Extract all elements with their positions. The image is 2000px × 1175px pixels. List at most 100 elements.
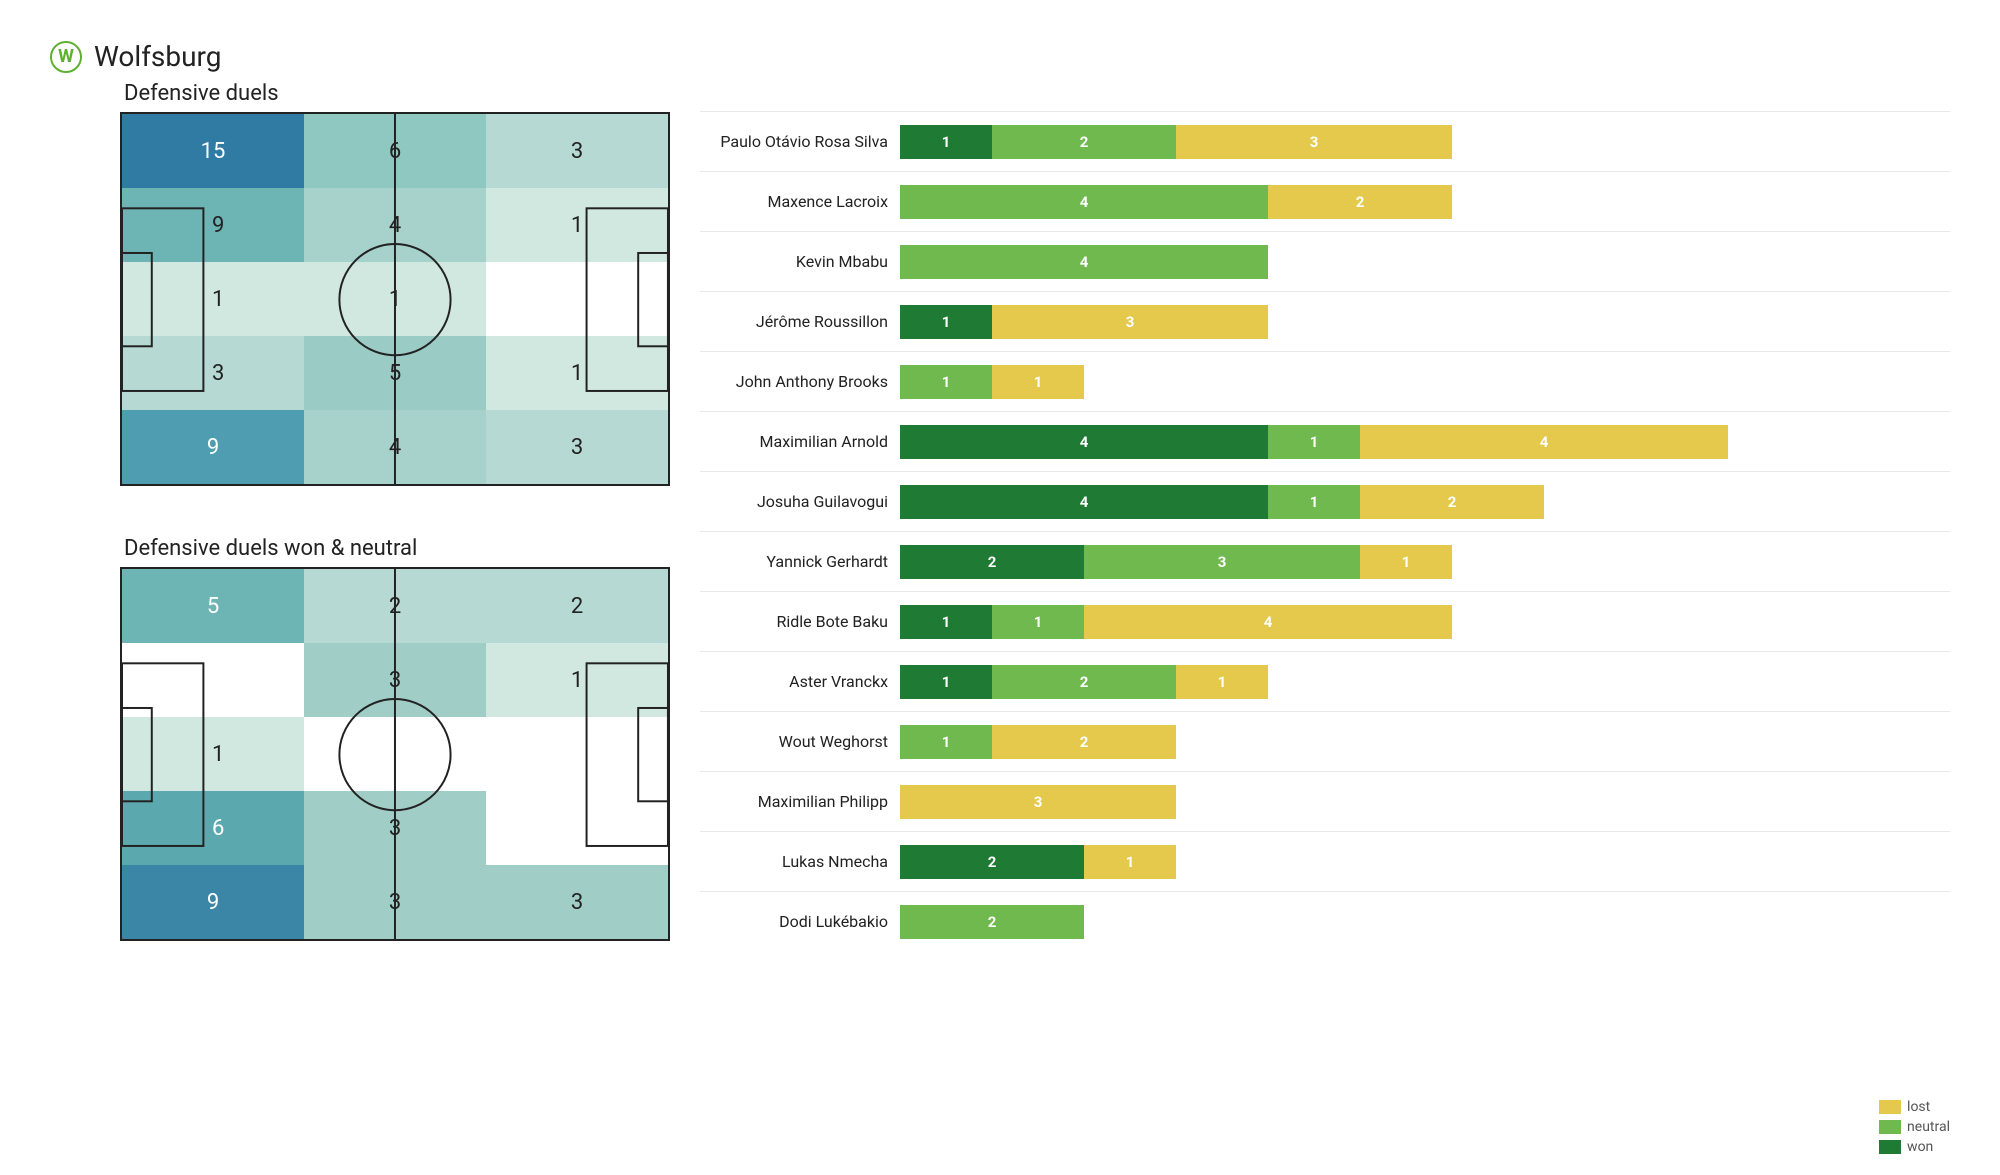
- pitch-duels-won-grid: 52231163933: [122, 569, 668, 939]
- player-bar: 121: [900, 665, 1950, 699]
- bar-segment-lost: 2: [992, 725, 1176, 759]
- player-name: John Anthony Brooks: [700, 372, 900, 391]
- pitch-cell: [122, 643, 304, 717]
- pitch-cell: 3: [486, 865, 668, 939]
- player-row: Maximilian Philipp3: [700, 771, 1950, 831]
- pitch-cell: 5: [304, 336, 486, 410]
- bar-segment-neutral: 2: [900, 905, 1084, 939]
- player-row: Josuha Guilavogui412: [700, 471, 1950, 531]
- bar-segment-won: 1: [900, 665, 992, 699]
- bar-segment-neutral: 2: [992, 125, 1176, 159]
- bar-segment-lost: 4: [1360, 425, 1728, 459]
- player-name: Aster Vranckx: [700, 672, 900, 691]
- bar-segment-lost: 3: [1176, 125, 1452, 159]
- team-name: Wolfsburg: [94, 40, 222, 73]
- pitch-cell: 5: [122, 569, 304, 643]
- pitch-cell: [304, 717, 486, 791]
- pitch-cell: 9: [122, 188, 304, 262]
- pitch-cell: 3: [304, 643, 486, 717]
- team-logo: W: [50, 41, 82, 73]
- player-name: Maximilian Philipp: [700, 792, 900, 811]
- bar-segment-neutral: 4: [900, 245, 1268, 279]
- player-bar: 123: [900, 125, 1950, 159]
- player-name: Yannick Gerhardt: [700, 552, 900, 571]
- player-row: Dodi Lukébakio2: [700, 891, 1950, 951]
- legend-swatch-won: [1879, 1140, 1901, 1154]
- player-name: Maximilian Arnold: [700, 432, 900, 451]
- bar-segment-won: 4: [900, 485, 1268, 519]
- legend-label-lost: lost: [1907, 1099, 1930, 1115]
- bar-segment-lost: 1: [1360, 545, 1452, 579]
- pitch-cell: 1: [304, 262, 486, 336]
- player-bar: 3: [900, 785, 1950, 819]
- legend-swatch-neutral: [1879, 1120, 1901, 1134]
- player-bar: 13: [900, 305, 1950, 339]
- pitch-cell: [486, 791, 668, 865]
- player-bar: 114: [900, 605, 1950, 639]
- legend-swatch-lost: [1879, 1100, 1901, 1114]
- pitch-cell: 1: [486, 643, 668, 717]
- player-row: Yannick Gerhardt231: [700, 531, 1950, 591]
- legend-won: won: [1879, 1139, 1950, 1155]
- player-row: John Anthony Brooks11: [700, 351, 1950, 411]
- bar-segment-lost: 1: [992, 365, 1084, 399]
- pitch-cell: 9: [122, 410, 304, 484]
- player-name: Dodi Lukébakio: [700, 912, 900, 931]
- player-bar: 21: [900, 845, 1950, 879]
- pitch-cell: [486, 262, 668, 336]
- player-name: Paulo Otávio Rosa Silva: [700, 132, 900, 151]
- player-name: Maxence Lacroix: [700, 192, 900, 211]
- pitch-duels-title: Defensive duels: [124, 81, 670, 106]
- pitch-cell: 1: [486, 336, 668, 410]
- pitch-duels-won-section: Defensive duels won & neutral 5223116393…: [120, 536, 670, 941]
- bar-segment-won: 4: [900, 425, 1268, 459]
- player-bar: 412: [900, 485, 1950, 519]
- left-column: Defensive duels 156394111351943 Defensiv…: [50, 81, 670, 991]
- player-bar: 11: [900, 365, 1950, 399]
- bar-segment-neutral: 3: [1084, 545, 1360, 579]
- player-bar: 12: [900, 725, 1950, 759]
- bar-segment-lost: 2: [1360, 485, 1544, 519]
- pitch-cell: 9: [122, 865, 304, 939]
- bar-segment-neutral: 1: [1268, 485, 1360, 519]
- pitch-cell: 2: [304, 569, 486, 643]
- pitch-cell: 6: [304, 114, 486, 188]
- bar-segment-won: 2: [900, 545, 1084, 579]
- player-row: Kevin Mbabu4: [700, 231, 1950, 291]
- player-name: Wout Weghorst: [700, 732, 900, 751]
- bar-segment-neutral: 4: [900, 185, 1268, 219]
- right-column: Paulo Otávio Rosa Silva123Maxence Lacroi…: [700, 81, 1950, 991]
- player-row: Paulo Otávio Rosa Silva123: [700, 111, 1950, 171]
- player-name: Kevin Mbabu: [700, 252, 900, 271]
- bar-segment-won: 2: [900, 845, 1084, 879]
- player-row: Aster Vranckx121: [700, 651, 1950, 711]
- bar-segment-neutral: 1: [900, 725, 992, 759]
- player-bar: 42: [900, 185, 1950, 219]
- legend-label-won: won: [1907, 1139, 1933, 1155]
- pitch-duels-section: Defensive duels 156394111351943: [120, 81, 670, 486]
- pitch-duels-won: 52231163933: [120, 567, 670, 941]
- player-name: Josuha Guilavogui: [700, 492, 900, 511]
- legend-lost: lost: [1879, 1099, 1950, 1115]
- bar-segment-neutral: 1: [992, 605, 1084, 639]
- pitch-cell: 2: [486, 569, 668, 643]
- player-name: Lukas Nmecha: [700, 852, 900, 871]
- bar-segment-neutral: 1: [900, 365, 992, 399]
- pitch-cell: 3: [304, 791, 486, 865]
- bar-segment-won: 1: [900, 305, 992, 339]
- player-row: Wout Weghorst12: [700, 711, 1950, 771]
- player-row: Lukas Nmecha21: [700, 831, 1950, 891]
- bar-segment-lost: 3: [992, 305, 1268, 339]
- player-bar: 2: [900, 905, 1950, 939]
- bar-segment-neutral: 1: [1268, 425, 1360, 459]
- player-name: Ridle Bote Baku: [700, 612, 900, 631]
- bar-segment-lost: 1: [1176, 665, 1268, 699]
- bar-segment-lost: 4: [1084, 605, 1452, 639]
- player-row: Maxence Lacroix42: [700, 171, 1950, 231]
- pitch-cell: 3: [486, 410, 668, 484]
- player-row: Maximilian Arnold414: [700, 411, 1950, 471]
- bar-segment-neutral: 2: [992, 665, 1176, 699]
- pitch-cell: [486, 717, 668, 791]
- bar-segment-lost: 1: [1084, 845, 1176, 879]
- bar-segment-lost: 3: [900, 785, 1176, 819]
